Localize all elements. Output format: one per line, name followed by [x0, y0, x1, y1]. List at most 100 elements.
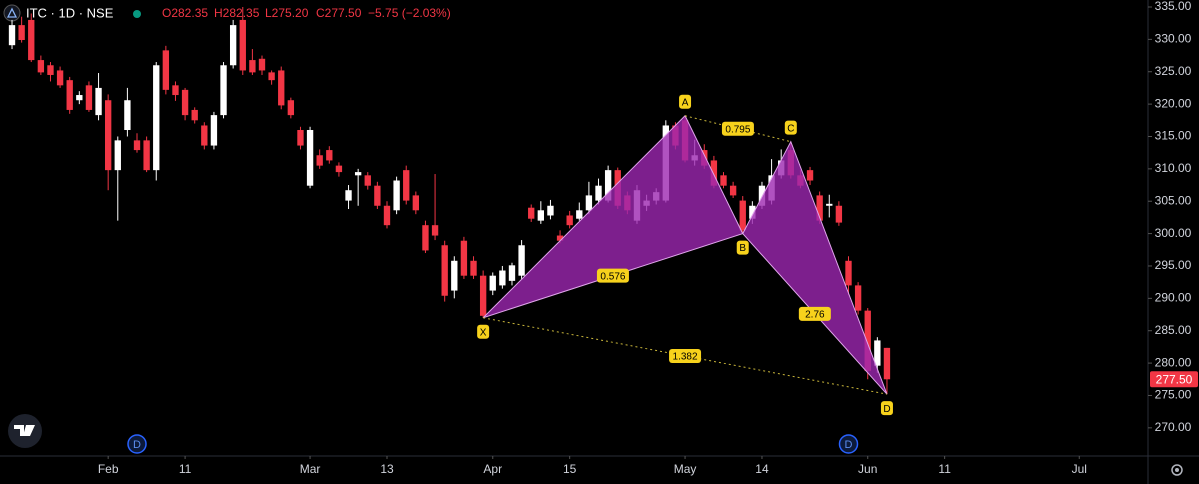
x-tick-label: Apr	[483, 462, 502, 476]
candle-body	[306, 130, 314, 186]
candle-body	[749, 205, 756, 219]
symbol-icon-glyph	[6, 7, 18, 18]
candle-body	[8, 25, 16, 46]
candle-body	[604, 170, 612, 201]
tradingview-logo[interactable]	[8, 414, 42, 448]
candle-body	[229, 25, 237, 66]
ratio-label: 0.576	[600, 271, 625, 282]
candle-body	[864, 310, 871, 371]
candle-body	[412, 195, 420, 211]
x-tick-label: 11	[938, 462, 951, 476]
candle-body	[143, 140, 150, 171]
ratio-label: 2.76	[805, 310, 825, 321]
candle-body	[104, 100, 112, 171]
last-price-label: 277.50	[1156, 372, 1193, 386]
candle-body	[191, 109, 198, 121]
y-tick-label: 325.00	[1155, 64, 1192, 78]
candle-body	[47, 65, 54, 75]
candle-body	[508, 265, 516, 281]
x-tick-label: May	[674, 462, 697, 476]
candle-body	[547, 205, 554, 216]
y-tick-label: 335.00	[1155, 0, 1192, 13]
candle-body	[874, 340, 881, 366]
candle-body	[95, 87, 102, 116]
low-value: L275.20	[265, 6, 309, 20]
candle-body	[816, 195, 823, 221]
close-value: C277.50	[316, 6, 362, 20]
candle-body	[28, 19, 35, 61]
candle-body	[56, 70, 64, 86]
point-box	[784, 120, 797, 135]
candle-body	[37, 60, 45, 73]
candle-body	[114, 140, 121, 171]
point-box	[736, 240, 749, 255]
y-tick-label: 295.00	[1155, 258, 1192, 272]
event-marker[interactable]	[838, 434, 859, 454]
symbol-icon[interactable]	[3, 4, 21, 22]
x-tick-label: 13	[380, 462, 394, 476]
candle-body	[845, 260, 852, 286]
x-tick-label: Jul	[1072, 462, 1087, 476]
candle-body	[556, 235, 564, 241]
y-tick-label: 305.00	[1155, 193, 1192, 207]
candle-body	[181, 89, 189, 116]
y-tick-label: 300.00	[1155, 226, 1192, 240]
candle-body	[258, 58, 266, 71]
candle-body	[835, 205, 843, 223]
open-value: O282.35	[162, 6, 208, 20]
y-tick-label: 330.00	[1155, 32, 1192, 46]
x-tick-label: 14	[755, 462, 769, 476]
candle-body	[239, 19, 246, 71]
y-tick-label: 315.00	[1155, 129, 1192, 143]
x-tick-label: Feb	[98, 462, 119, 476]
candle-body	[133, 140, 141, 151]
y-tick-label: 275.00	[1155, 388, 1192, 402]
candle-body	[153, 65, 160, 171]
ratio-box	[669, 348, 702, 363]
candle-body	[566, 215, 573, 226]
point-label: A	[682, 97, 689, 108]
symbol-title[interactable]: ITC · 1D · NSE	[26, 5, 114, 20]
candle-body	[479, 275, 487, 316]
candle-body	[249, 60, 256, 73]
candle-body	[354, 172, 362, 176]
point-label: D	[883, 404, 890, 415]
change-value: −5.75 (−2.03%)	[368, 6, 451, 20]
y-tick-label: 270.00	[1155, 420, 1192, 434]
ratio-box	[596, 268, 629, 283]
candle-body	[297, 130, 304, 146]
candle-body	[585, 195, 593, 211]
candle-body	[76, 95, 83, 101]
market-status	[133, 10, 141, 18]
candle-body	[66, 80, 73, 110]
candle-body	[220, 65, 227, 116]
candle-body	[710, 160, 718, 186]
candle-body	[124, 100, 131, 131]
point-label: X	[480, 327, 487, 338]
candle-body	[431, 225, 439, 236]
candle-body	[576, 210, 583, 219]
candle-body	[854, 285, 862, 311]
x-tick-label: Jun	[858, 462, 877, 476]
point-box	[477, 324, 490, 339]
y-tick-label: 320.00	[1155, 96, 1192, 110]
candle-body	[518, 245, 525, 276]
candle-body	[278, 70, 285, 106]
candle-body	[268, 72, 275, 81]
ratio-label: 0.795	[725, 124, 750, 135]
candle-body	[383, 205, 391, 226]
candle-body	[326, 150, 333, 161]
settings-icon[interactable]	[1171, 464, 1183, 476]
candle-body	[374, 185, 381, 206]
y-tick-label: 280.00	[1155, 355, 1192, 369]
event-marker[interactable]	[127, 434, 147, 454]
candle-body	[451, 260, 458, 291]
x-tick-label: 15	[563, 462, 577, 476]
candle-body	[287, 100, 295, 116]
candle-body	[758, 185, 766, 206]
x-tick-label: 11	[179, 462, 192, 476]
candle-body	[499, 270, 506, 286]
candle-body	[162, 50, 170, 90]
point-box	[880, 401, 893, 416]
